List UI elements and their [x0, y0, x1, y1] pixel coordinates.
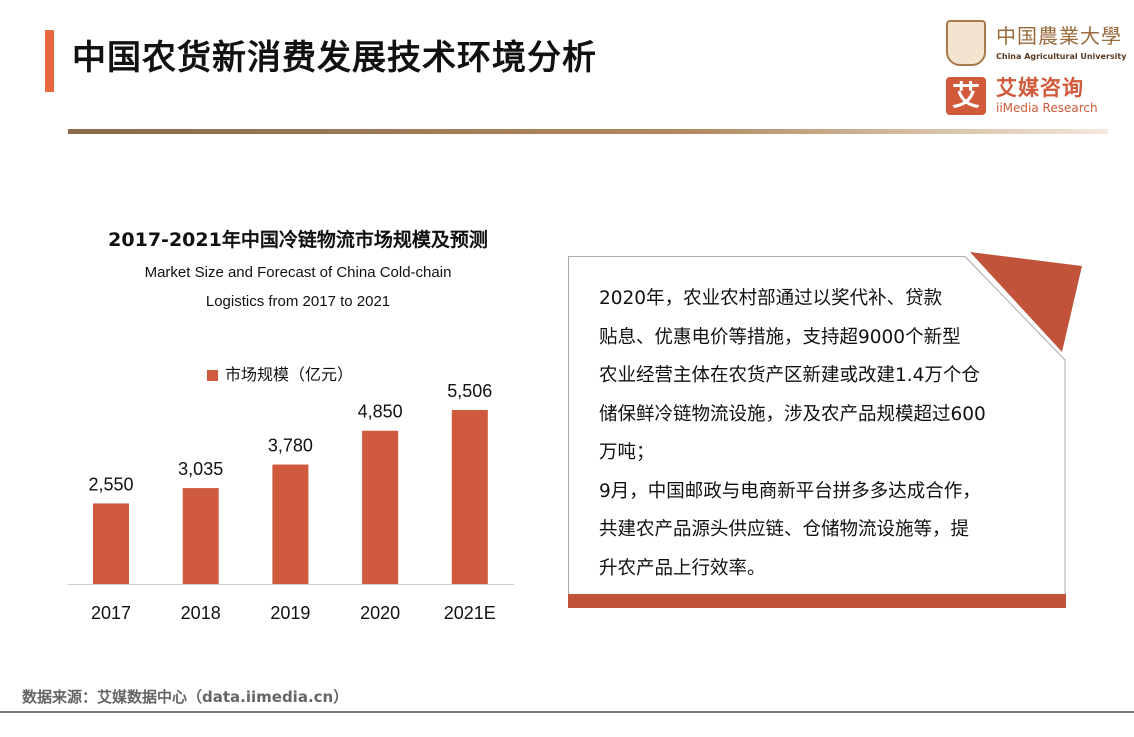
data-label: 2,550	[88, 474, 133, 494]
legend-label: 市场规模（亿元）	[225, 365, 354, 384]
page-title: 中国农货新消费发展技术环境分析	[72, 38, 597, 78]
chart-subtitle: Market Size and Forecast of China Cold-c…	[60, 258, 536, 316]
note-card-bottom-bar	[568, 594, 1066, 608]
x-tick-label: 2017	[91, 603, 131, 623]
bar-chart: 2,550 2017 3,035 2018 3,780 2019 4,850 2020 5,50…	[68, 381, 514, 623]
note-line: 共建农产品源头供应链、仓储物流设施等，提	[599, 519, 970, 540]
bar	[451, 410, 488, 584]
bar	[182, 488, 219, 584]
data-label: 5,506	[447, 381, 492, 401]
iimedia-logo-mark: 艾	[946, 77, 986, 115]
cau-emblem-logo	[946, 20, 986, 66]
data-label: 4,850	[358, 402, 403, 422]
footer-divider	[0, 711, 1134, 713]
data-label: 3,035	[178, 459, 223, 479]
iimedia-logo-text: 艾媒咨询	[996, 76, 1084, 100]
note-text: 2020年，农业农村部通过以奖代补、贷款 贴息、优惠电价等措施，支持超9000个…	[599, 280, 1059, 588]
note-line: 贴息、优惠电价等措施，支持超9000个新型	[599, 326, 961, 348]
legend-swatch	[207, 369, 218, 381]
note-line: 升农产品上行效率。	[599, 557, 766, 579]
chart-title: 2017-2021年中国冷链物流市场规模及预测	[108, 229, 488, 251]
note-card-border	[568, 256, 1066, 608]
note-line: 万吨；	[599, 442, 655, 463]
data-source: 数据来源：艾媒数据中心（data.iimedia.cn）	[22, 688, 349, 706]
bar	[362, 430, 399, 584]
data-label: 3,780	[268, 436, 313, 456]
note-line: 2020年，农业农村部通过以奖代补、贷款	[599, 288, 943, 309]
bar	[93, 503, 129, 584]
title-divider	[68, 129, 1108, 134]
bar	[272, 464, 309, 584]
chart-subtitle-line: Logistics from 2017 to 2021	[205, 293, 391, 310]
x-tick-label: 2018	[181, 603, 221, 623]
x-tick-label: 2019	[270, 603, 310, 623]
chart-subtitle-line: Market Size and Forecast of China Cold-c…	[144, 264, 452, 281]
iimedia-logo-subtext: iiMedia Research	[996, 101, 1098, 115]
cau-logo-subtext: China Agricultural University	[996, 52, 1127, 61]
cau-logo-text: 中国農業大學	[996, 24, 1122, 48]
note-line: 农业经营主体在农货产区新建或改建1.4万个仓	[599, 365, 980, 386]
note-line: 9月，中国邮政与电商新平台拼多多达成合作，	[599, 480, 981, 502]
title-accent-bar	[45, 30, 54, 92]
x-tick-label: 2021E	[444, 603, 496, 623]
note-card	[568, 256, 1066, 608]
folded-corner-icon	[970, 252, 1082, 352]
chart-legend: 市场规模（亿元）	[207, 365, 353, 385]
x-tick-label: 2020	[360, 603, 400, 623]
note-line: 储保鲜冷链物流设施，涉及农产品规模超过600	[599, 403, 986, 425]
